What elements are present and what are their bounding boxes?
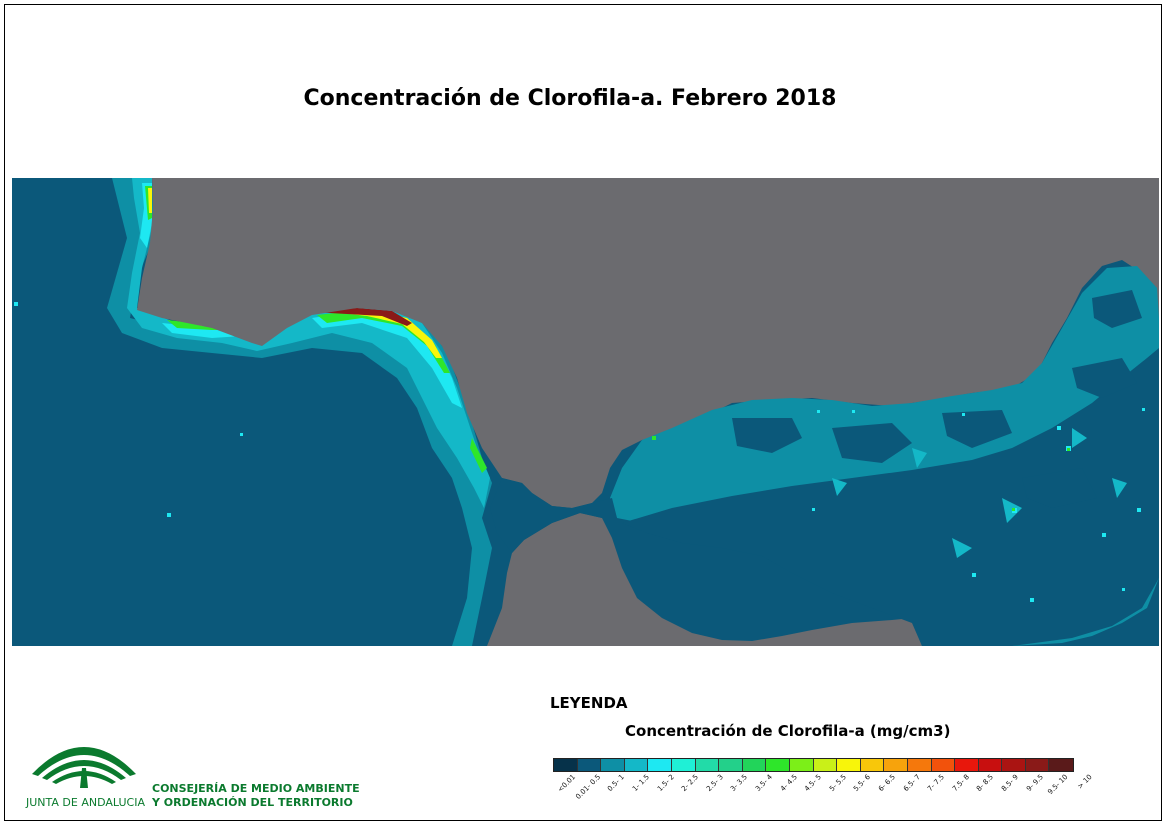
legend-tick: 6- 6.5 xyxy=(873,773,898,803)
legend-tick: 0.5- 1 xyxy=(602,773,627,803)
legend-swatch xyxy=(671,759,696,771)
legend-tick-label: 0.01- 0.5 xyxy=(573,773,602,801)
legend-subtitle: Concentración de Clorofila-a (mg/cm3) xyxy=(625,722,951,740)
legend-swatch xyxy=(955,759,979,771)
land-africa xyxy=(487,513,922,646)
atlantic-chlorophyll-max xyxy=(217,308,412,332)
legend-swatch xyxy=(884,759,908,771)
legend-tick: 5- 5.5 xyxy=(824,773,849,803)
chlorophyll-map xyxy=(12,178,1159,646)
legend-tick-label: 4- 4.5 xyxy=(778,773,799,794)
logo-text: JUNTA DE ANDALUCIA xyxy=(26,796,145,809)
legend-tick-label: > 10 xyxy=(1076,773,1094,791)
legend-tick-label: 6- 6.5 xyxy=(876,773,897,794)
legend-swatch xyxy=(1002,759,1026,771)
legend-swatch xyxy=(907,759,932,771)
legend-tick-label: 4.5- 5 xyxy=(803,773,824,794)
map-title: Concentración de Clorofila-a. Febrero 20… xyxy=(303,86,837,111)
strait-water xyxy=(490,478,617,553)
legend-swatch xyxy=(766,759,790,771)
legend-tick-label: 6.5- 7 xyxy=(901,773,922,794)
legend-tick-label: 8.5- 9 xyxy=(999,773,1020,794)
legend-tick-label: 9.5- 10 xyxy=(1045,773,1070,797)
legend-tick-label: 0.5- 1 xyxy=(606,773,627,794)
legend-tick: 2- 2.5 xyxy=(676,773,701,803)
legend-tick-labels: <0.01 0.01- 0.5 0.5- 1 1- 1.5 1.5- 2 2- 2.5 2.… xyxy=(553,773,1094,803)
department-line-1: CONSEJERÍA DE MEDIO AMBIENTE xyxy=(152,782,360,795)
legend-heading: LEYENDA xyxy=(550,694,628,712)
legend-swatch xyxy=(554,759,578,771)
logo-arc-inner xyxy=(52,771,116,784)
chlorophyll-hotspots-green xyxy=(652,436,1070,511)
department-name: CONSEJERÍA DE MEDIO AMBIENTE Y ORDENACIÓ… xyxy=(152,782,360,810)
figure-frame xyxy=(4,4,1162,821)
legend-tick: 7- 7.5 xyxy=(922,773,947,803)
legend-tick: 4- 4.5 xyxy=(774,773,799,803)
legend-swatch xyxy=(860,759,885,771)
legend-tick-label: <0.01 xyxy=(556,773,578,794)
legend-swatch xyxy=(601,759,625,771)
legend-swatch xyxy=(648,759,672,771)
legend-tick-label: 7- 7.5 xyxy=(926,773,947,794)
legend-tick-label: 1.5- 2 xyxy=(655,773,676,794)
junta-andalucia-logo xyxy=(32,747,136,788)
legend-tick-label: 1- 1.5 xyxy=(630,773,652,794)
legend-tick-label: 7.5- 8 xyxy=(950,773,971,794)
legend-tick-label: 2.5- 3 xyxy=(704,773,725,794)
med-sea-deep xyxy=(622,348,1159,646)
logo-arc-middle xyxy=(42,760,126,780)
legend-swatch xyxy=(931,759,956,771)
land-mass xyxy=(137,178,1159,508)
legend-tick-label: 5- 5.5 xyxy=(827,773,848,794)
legend-tick-label: 5.5- 6 xyxy=(852,773,873,794)
legend-tick: 3.5- 4 xyxy=(750,773,775,803)
legend-tick: 9.5- 10 xyxy=(1045,773,1070,803)
legend-tick: 6.5- 7 xyxy=(897,773,922,803)
logo-figure xyxy=(80,768,88,788)
legend-tick: 7.5- 8 xyxy=(947,773,972,803)
legend-tick: 3- 3.5 xyxy=(725,773,750,803)
legend-tick: 9- 9.5 xyxy=(1020,773,1045,803)
department-line-2: Y ORDENACIÓN DEL TERRITORIO xyxy=(152,796,353,809)
legend-tick: 5.5- 6 xyxy=(848,773,873,803)
legend-tick-label: 3- 3.5 xyxy=(729,773,750,794)
legend-swatch xyxy=(1025,759,1050,771)
legend-swatch xyxy=(978,759,1003,771)
legend-tick: 1- 1.5 xyxy=(627,773,652,803)
logo-arc-outer xyxy=(32,747,136,776)
legend-color-bar xyxy=(553,758,1075,772)
legend-tick-label: 2- 2.5 xyxy=(680,773,701,794)
legend-tick: 2.5- 3 xyxy=(701,773,726,803)
legend-swatch xyxy=(577,759,602,771)
legend-swatch xyxy=(742,759,767,771)
med-sea-patches xyxy=(732,290,1142,508)
atlantic-chlorophyll-high xyxy=(148,188,442,358)
legend-swatch xyxy=(1049,759,1074,771)
legend-tick: <0.01 xyxy=(553,773,578,803)
legend-swatch xyxy=(789,759,814,771)
legend-swatch xyxy=(624,759,649,771)
legend-swatch xyxy=(695,759,720,771)
legend-swatch xyxy=(837,759,861,771)
legend-swatch xyxy=(719,759,743,771)
legend-swatch xyxy=(813,759,838,771)
legend-tick: 1.5- 2 xyxy=(651,773,676,803)
legend-tick: 0.01- 0.5 xyxy=(574,773,603,803)
legend-tick-label: 8- 8.5 xyxy=(975,773,996,794)
legend-tick: 8- 8.5 xyxy=(971,773,996,803)
legend-tick: 8.5- 9 xyxy=(996,773,1021,803)
legend-tick: 4.5- 5 xyxy=(799,773,824,803)
legend-tick-label: 3.5- 4 xyxy=(753,773,775,794)
legend-tick-label: 9- 9.5 xyxy=(1024,773,1045,794)
legend-tick: > 10 xyxy=(1069,773,1094,803)
